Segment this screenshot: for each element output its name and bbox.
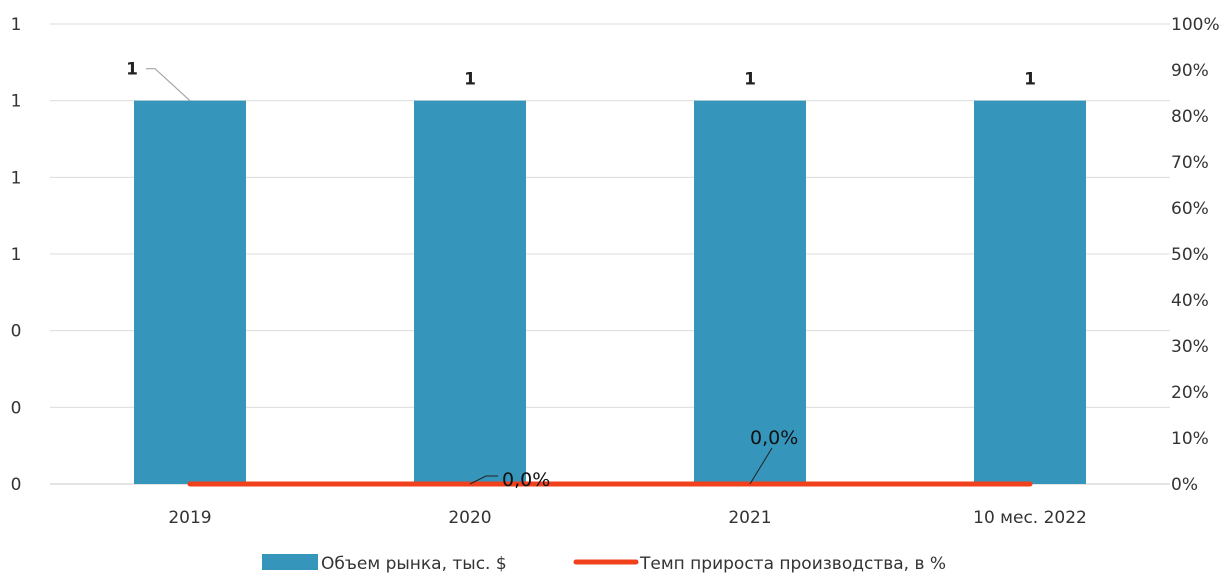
line-data-label: 0,0% [750,427,798,449]
leader-line [146,68,191,102]
y-right-tick-label: 30% [1171,337,1209,357]
legend-label-line: Темп прироста производства, в % [639,554,946,574]
bar [694,100,806,485]
legend-label-bar: Объем рынка, тыс. $ [321,554,507,574]
x-tick-label: 10 мес. 2022 [973,508,1087,528]
y-right-tick-label: 20% [1171,383,1209,403]
y-left-tick-label: 0 [11,322,22,342]
bar [414,100,526,485]
line-leader [469,475,498,485]
y-right-tick-label: 70% [1171,153,1209,173]
bar-data-label: 1 [1024,70,1036,90]
bar-data-label: 1 [126,60,138,80]
y-left-tick-label: 0 [11,398,22,418]
bar-data-label: 1 [744,70,756,90]
bar [134,100,246,485]
y-right-tick-label: 90% [1171,61,1209,81]
right-axis: 0% 10% 20% 30% 40% 50% 60% 70% 80% 90% 100% [1171,15,1220,495]
x-tick-label: 2019 [168,508,211,528]
legend-swatch-bar [262,554,318,570]
bar-data-label: 1 [464,70,476,90]
y-left-tick-label: 1 [11,245,22,265]
left-axis: 0 0 0 1 1 1 1 [11,15,22,495]
y-left-tick-label: 1 [11,168,22,188]
line-data-label: 0,0% [502,469,550,491]
bar [974,100,1086,485]
bar-series [134,100,1086,485]
y-right-tick-label: 80% [1171,107,1209,127]
y-left-tick-label: 0 [11,475,22,495]
y-right-tick-label: 100% [1171,15,1220,35]
data-labels: 1 1 1 1 0,0% 0,0% [126,60,1036,491]
y-right-tick-label: 40% [1171,291,1209,311]
line-leader [749,447,773,485]
x-tick-label: 2020 [448,508,491,528]
y-left-tick-label: 1 [11,15,22,35]
y-left-tick-label: 1 [11,92,22,112]
y-right-tick-label: 0% [1171,475,1198,495]
x-axis: 2019 2020 2021 10 мес. 2022 [168,508,1087,528]
y-right-tick-label: 60% [1171,199,1209,219]
y-right-tick-label: 10% [1171,429,1209,449]
y-right-tick-label: 50% [1171,245,1209,265]
x-tick-label: 2021 [728,508,771,528]
legend: Объем рынка, тыс. $ Темп прироста произв… [262,554,946,574]
